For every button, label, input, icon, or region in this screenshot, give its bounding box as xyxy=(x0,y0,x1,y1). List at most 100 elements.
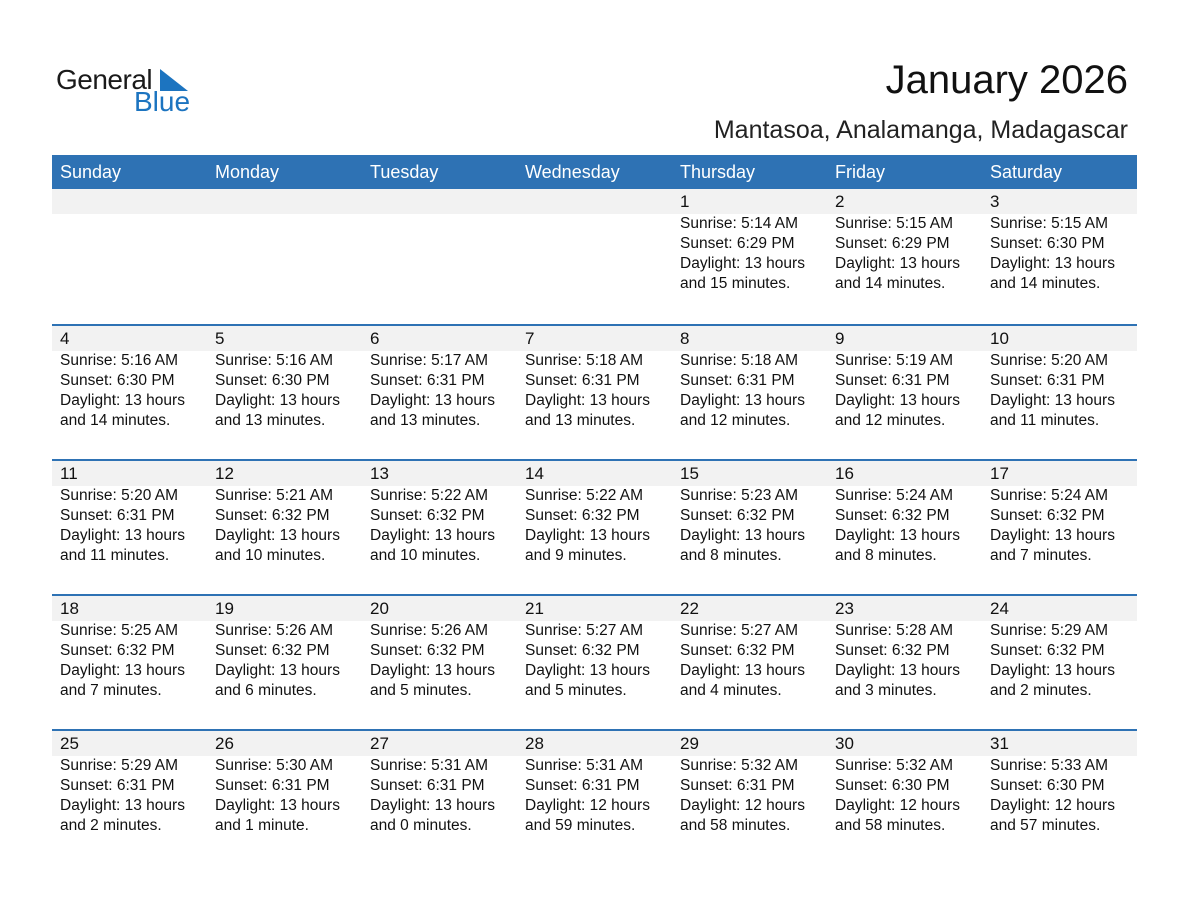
logo-text-general: General xyxy=(56,64,153,95)
sunset-time: 6:31 PM xyxy=(116,777,175,794)
daylight-minutes: and 6 minutes. xyxy=(215,682,317,699)
daylight-label: Daylight: xyxy=(60,797,125,814)
daylight-hours: 13 hours xyxy=(279,392,340,409)
sunset-line: Sunset: 6:31 PM xyxy=(60,776,207,796)
day-number: 23 xyxy=(835,599,854,618)
sunset-time: 6:32 PM xyxy=(1046,642,1105,659)
sunrise-line: Sunrise: 5:22 AM xyxy=(525,486,672,506)
daylight-minutes: and 7 minutes. xyxy=(60,682,162,699)
sunrise-label: Sunrise: xyxy=(835,352,897,369)
sunset-line: Sunset: 6:32 PM xyxy=(525,506,672,526)
sunrise-time: 5:17 AM xyxy=(431,352,489,369)
daylight-hours: 13 hours xyxy=(124,797,185,814)
day-number: 16 xyxy=(835,464,854,483)
daylight-minutes: and 12 minutes. xyxy=(680,412,791,429)
sunset-time: 6:31 PM xyxy=(891,372,950,389)
general-blue-logo: General Blue xyxy=(56,64,196,120)
sunrise-line: Sunrise: 5:15 AM xyxy=(835,214,982,234)
sunrise-time: 5:29 AM xyxy=(121,757,179,774)
day-cell: 5 Sunrise: 5:16 AM Sunset: 6:30 PM Daylight… xyxy=(207,326,362,459)
day-number: 31 xyxy=(990,734,1009,753)
daylight-minutes: and 12 minutes. xyxy=(835,412,946,429)
daylight-minutes: and 10 minutes. xyxy=(215,547,326,564)
location-subtitle: Mantasoa, Analamanga, Madagascar xyxy=(713,116,1128,144)
sunset-label: Sunset: xyxy=(680,372,737,389)
daylight-label: Daylight: xyxy=(680,797,745,814)
sunset-label: Sunset: xyxy=(835,507,892,524)
daylight-minutes: and 13 minutes. xyxy=(215,412,326,429)
daylight-label: Daylight: xyxy=(990,392,1055,409)
day-cell: 10 Sunrise: 5:20 AM Sunset: 6:31 PM Dayligh… xyxy=(982,326,1137,459)
sunrise-label: Sunrise: xyxy=(215,622,277,639)
day-number: 2 xyxy=(835,192,845,211)
day-cell: 28 Sunrise: 5:31 AM Sunset: 6:31 PM Dayligh… xyxy=(517,731,672,864)
sunrise-time: 5:24 AM xyxy=(896,487,954,504)
daylight-line: Daylight: 13 hours xyxy=(525,661,672,681)
sunset-time: 6:30 PM xyxy=(891,777,950,794)
daylight-minutes: and 7 minutes. xyxy=(990,547,1092,564)
week-row: 11 Sunrise: 5:20 AM Sunset: 6:31 PM Dayligh… xyxy=(52,459,1137,594)
daylight-hours: 12 hours xyxy=(589,797,650,814)
day-number: 9 xyxy=(835,329,845,348)
sunset-label: Sunset: xyxy=(215,507,272,524)
sunrise-line: Sunrise: 5:26 AM xyxy=(370,621,517,641)
page-title: January 2026 xyxy=(885,58,1128,102)
day-cell: 15 Sunrise: 5:23 AM Sunset: 6:32 PM Dayligh… xyxy=(672,461,827,594)
sunset-time: 6:32 PM xyxy=(736,507,795,524)
sunset-line: Sunset: 6:32 PM xyxy=(680,506,827,526)
sunrise-label: Sunrise: xyxy=(990,352,1052,369)
sunset-line: Sunset: 6:30 PM xyxy=(990,776,1137,796)
day-cell: 16 Sunrise: 5:24 AM Sunset: 6:32 PM Dayligh… xyxy=(827,461,982,594)
day-number: 8 xyxy=(680,329,690,348)
day-cell: 13 Sunrise: 5:22 AM Sunset: 6:32 PM Dayligh… xyxy=(362,461,517,594)
sunset-label: Sunset: xyxy=(835,777,892,794)
daylight-hours: 13 hours xyxy=(434,527,495,544)
sunrise-line: Sunrise: 5:27 AM xyxy=(680,621,827,641)
daylight-line: Daylight: 13 hours xyxy=(990,254,1137,274)
daylight-line: Daylight: 12 hours xyxy=(525,796,672,816)
daylight-line: Daylight: 12 hours xyxy=(835,796,982,816)
sunset-time: 6:31 PM xyxy=(271,777,330,794)
sunset-time: 6:32 PM xyxy=(891,642,950,659)
sunrise-line: Sunrise: 5:28 AM xyxy=(835,621,982,641)
sunrise-line: Sunrise: 5:25 AM xyxy=(60,621,207,641)
sunset-line: Sunset: 6:32 PM xyxy=(370,641,517,661)
daylight-hours: 13 hours xyxy=(744,255,805,272)
sunset-label: Sunset: xyxy=(990,777,1047,794)
sunset-line: Sunset: 6:31 PM xyxy=(990,371,1137,391)
sunrise-label: Sunrise: xyxy=(990,215,1052,232)
sunrise-time: 5:19 AM xyxy=(896,352,954,369)
week-row: 25 Sunrise: 5:29 AM Sunset: 6:31 PM Dayligh… xyxy=(52,729,1137,864)
weekday-monday: Monday xyxy=(215,162,280,182)
sunset-line: Sunset: 6:32 PM xyxy=(990,506,1137,526)
daylight-line: Daylight: 12 hours xyxy=(680,796,827,816)
sunset-label: Sunset: xyxy=(835,235,892,252)
day-cell: 6 Sunrise: 5:17 AM Sunset: 6:31 PM Daylight… xyxy=(362,326,517,459)
sunset-label: Sunset: xyxy=(215,372,272,389)
daylight-line: Daylight: 13 hours xyxy=(370,661,517,681)
sunset-label: Sunset: xyxy=(680,235,737,252)
sunset-line: Sunset: 6:32 PM xyxy=(990,641,1137,661)
day-cell: 7 Sunrise: 5:18 AM Sunset: 6:31 PM Daylight… xyxy=(517,326,672,459)
day-number: 1 xyxy=(680,192,690,211)
sunset-label: Sunset: xyxy=(990,235,1047,252)
daylight-hours: 12 hours xyxy=(1054,797,1115,814)
sunrise-time: 5:29 AM xyxy=(1051,622,1109,639)
daylight-hours: 12 hours xyxy=(744,797,805,814)
sunrise-label: Sunrise: xyxy=(835,487,897,504)
sunset-label: Sunset: xyxy=(215,642,272,659)
sunset-time: 6:30 PM xyxy=(116,372,175,389)
sunrise-time: 5:27 AM xyxy=(586,622,644,639)
sunset-line: Sunset: 6:32 PM xyxy=(370,506,517,526)
sunrise-label: Sunrise: xyxy=(680,757,742,774)
sunrise-label: Sunrise: xyxy=(680,352,742,369)
daylight-hours: 13 hours xyxy=(744,392,805,409)
sunrise-time: 5:21 AM xyxy=(276,487,334,504)
sunrise-label: Sunrise: xyxy=(990,757,1052,774)
sunset-label: Sunset: xyxy=(680,777,737,794)
daylight-line: Daylight: 13 hours xyxy=(525,526,672,546)
day-number: 25 xyxy=(60,734,79,753)
daylight-minutes: and 1 minute. xyxy=(215,817,309,834)
daylight-minutes: and 2 minutes. xyxy=(60,817,162,834)
sunrise-label: Sunrise: xyxy=(370,757,432,774)
